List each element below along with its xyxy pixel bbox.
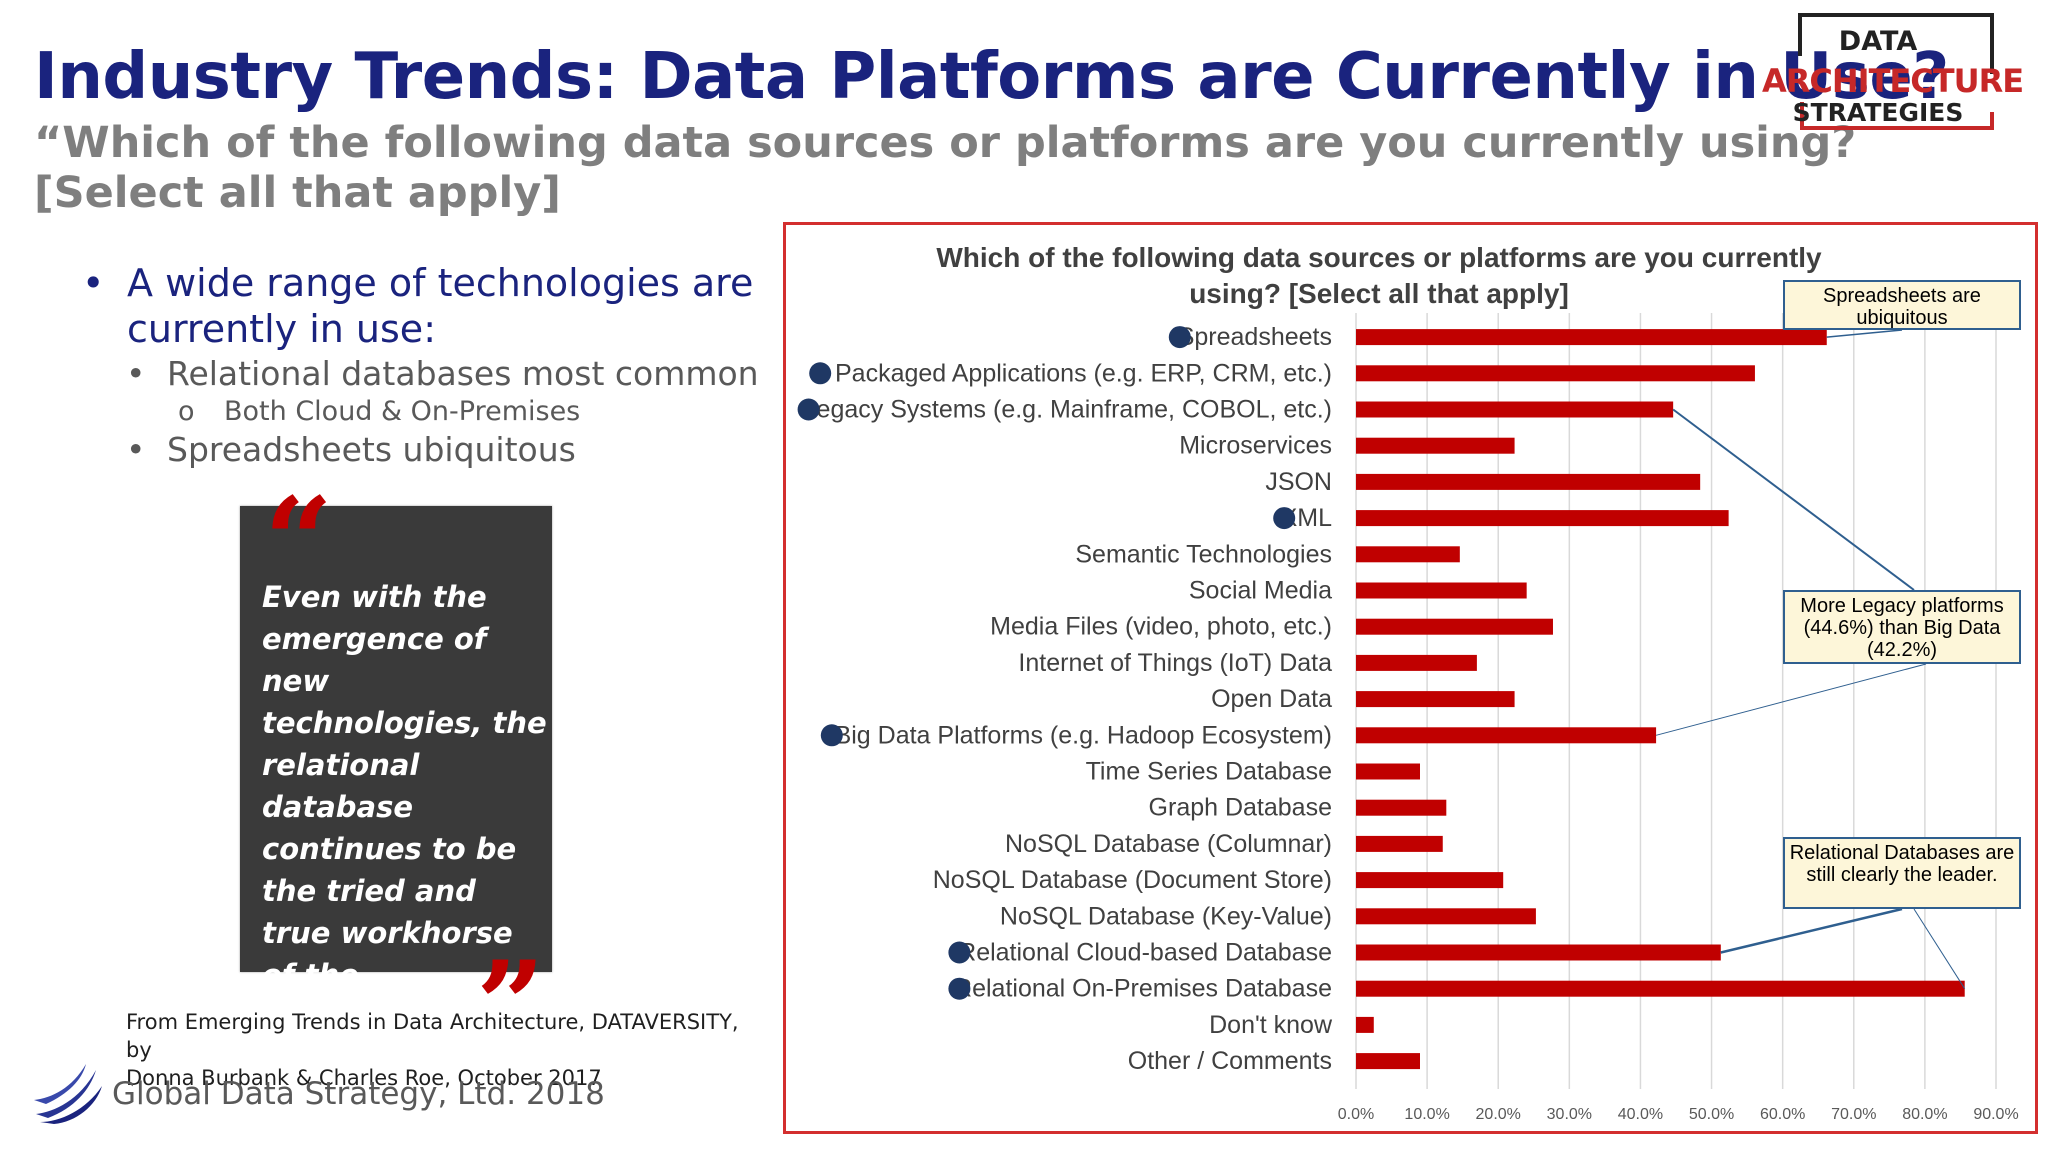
category-label: Internet of Things (IoT) Data [1018,649,1332,677]
source-line-1: From Emerging Trends in Data Architectur… [126,1010,739,1062]
bar [1356,1053,1420,1070]
leader-line [1720,907,1903,954]
chart-bars [1356,329,1965,1070]
x-tick-label: 40.0% [1618,1106,1663,1123]
highlight-dot [948,941,971,964]
x-tick-label: 80.0% [1902,1106,1947,1123]
x-tick-label: 10.0% [1404,1106,1449,1123]
x-tick-label: 60.0% [1760,1106,1805,1123]
callout-spreadsheets: Spreadsheets are ubiquitous [1783,280,2021,330]
category-label: NoSQL Database (Columnar) [1005,830,1332,858]
bar [1356,799,1447,816]
bar [1356,835,1443,852]
x-tick-label: 50.0% [1689,1106,1734,1123]
category-label: Relational On-Premises Database [954,975,1332,1003]
close-quote-mark: ” [476,935,546,1076]
page-title: Industry Trends: Data Platforms are Curr… [34,40,1949,114]
sub-bullet-marker: • [126,354,146,393]
category-label: Big Data Platforms (e.g. Hadoop Ecosyste… [835,721,1332,749]
category-label: Microservices [1179,432,1332,460]
quote-text: Even with the emergence of new technolog… [262,580,547,1034]
highlight-dot [1168,326,1191,349]
callout-relational: Relational Databases are still clearly t… [1783,837,2021,909]
sub-bullet-marker: • [126,430,146,469]
bar [1356,763,1420,780]
x-tick-label: 30.0% [1547,1106,1592,1123]
category-label: Don't know [1209,1011,1333,1039]
open-quote-mark: “ [264,471,334,612]
callout-leader-lines [1655,329,1966,989]
quote-box: “ Even with the emergence of new technol… [240,482,552,1066]
data-architecture-strategies-logo: DATA ARCHITECTURE STRATEGIES [1762,12,2024,130]
bar [1356,727,1657,744]
bar [1356,473,1701,490]
highlight-dot [809,362,832,385]
highlight-dot [820,724,843,747]
leader-line [1655,663,1927,736]
leader-line [1672,408,1915,591]
bullet-spreadsheets: Spreadsheets ubiquitous [167,430,576,469]
bar [1356,872,1504,889]
page-subtitle-line-1: “Which of the following data sources or … [34,118,1857,168]
category-label: Open Data [1211,685,1332,713]
callout-legacy: More Legacy platforms (44.6%) than Big D… [1783,590,2021,664]
bullet-cloud-onprem: Both Cloud & On-Premises [224,396,581,427]
highlight-dot [797,398,820,421]
x-tick-label: 70.0% [1831,1106,1876,1123]
category-label: JSON [1265,468,1332,496]
logo-frame [1798,13,1994,130]
footer-text: Global Data Strategy, Ltd. 2018 [112,1076,605,1112]
category-label: Social Media [1189,577,1332,605]
chart-title-line-1: Which of the following data sources or p… [936,242,1822,273]
bar [1356,654,1477,671]
leader-line [1826,329,1903,338]
logo-word-strategies: STRATEGIES [1792,98,1964,127]
page-subtitle-line-2: [Select all that apply] [34,168,561,218]
bar [1356,1016,1374,1033]
category-label: NoSQL Database (Key-Value) [1000,902,1332,930]
bullet-main: A wide range of technologies are current… [127,261,754,351]
bar-chart: Which of the following data sources or p… [797,242,2019,1123]
chart-title-line-2: using? [Select all that apply] [1189,278,1569,309]
bar [1356,944,1721,961]
category-label: Time Series Database [1086,758,1332,786]
category-label: NoSQL Database (Document Store) [933,866,1332,894]
category-label: Other / Comments [1128,1047,1332,1075]
category-label: Semantic Technologies [1075,540,1332,568]
bar [1356,365,1755,382]
bar [1356,691,1515,708]
x-tick-label: 90.0% [1973,1106,2018,1123]
bar [1356,582,1527,599]
chart-frame: Which of the following data sources or p… [783,222,2038,1134]
x-tick-label: 0.0% [1338,1106,1374,1123]
bar [1356,329,1827,346]
chart-category-labels: Spreadsheets Packaged Applications (e.g. … [797,323,1333,1075]
bar [1356,510,1729,527]
highlight-dot [1273,507,1296,530]
bar [1356,908,1536,925]
category-label: Graph Database [1149,794,1332,822]
bar [1356,618,1553,635]
bar [1356,546,1460,563]
source-line-2: Donna Burbank & Charles Roe, October 201… [126,1066,602,1090]
bar [1356,980,1965,997]
logo-word-architecture: ARCHITECTURE [1762,62,2024,100]
category-label: Spreadsheets [1178,323,1332,351]
leader-line [1913,908,1966,989]
global-data-strategy-logo-icon [34,1064,102,1124]
category-label: Legacy Systems (e.g. Mainframe, COBOL, e… [803,396,1332,424]
category-label: Packaged Applications (e.g. ERP, CRM, et… [835,359,1332,387]
chart-x-ticks: 0.0% 10.0% 20.0% 30.0% 40.0% 50.0% 60.0% 70.0% 8… [1338,1106,2019,1123]
circle-bullet-marker: o [178,396,195,427]
bar [1356,401,1674,418]
bullet-relational: Relational databases most common [167,354,759,393]
source-citation: From Emerging Trends in Data Architectur… [126,1008,766,1092]
x-tick-label: 20.0% [1476,1106,1521,1123]
category-label: Relational Cloud-based Database [958,939,1332,967]
highlight-dot [948,977,971,1000]
category-label: Media Files (video, photo, etc.) [990,613,1332,641]
bar [1356,437,1515,454]
bullet-marker: • [82,261,105,305]
logo-word-data: DATA [1838,26,1918,57]
